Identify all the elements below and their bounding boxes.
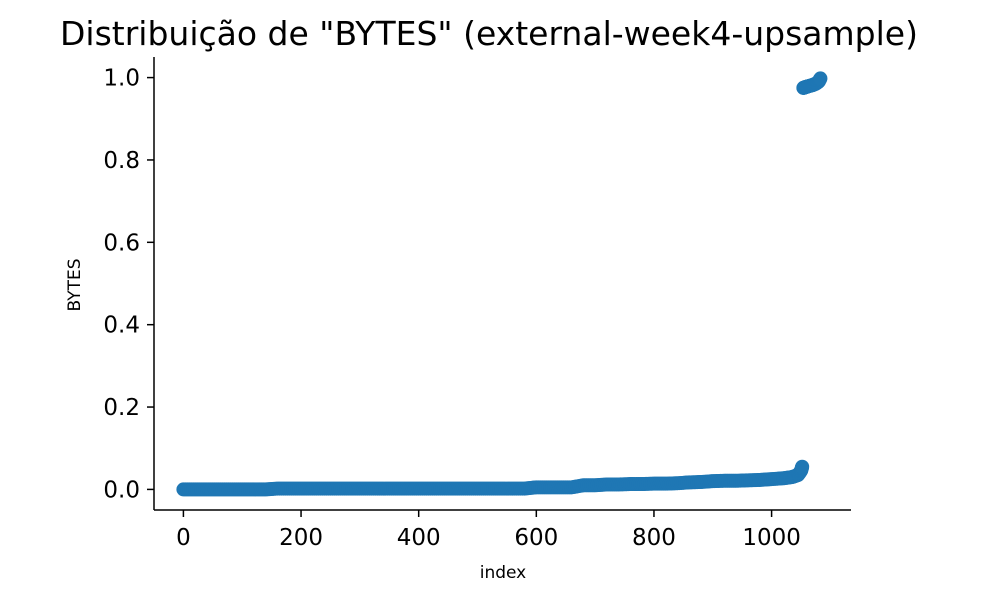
y-axis-ticks: 0.0 0.2 0.4 0.6 0.8 1.0	[103, 66, 154, 503]
x-tick-label: 1000	[742, 525, 801, 551]
x-axis-label: index	[480, 563, 527, 583]
data-point	[813, 71, 828, 86]
y-tick-label: 1.0	[103, 66, 140, 92]
x-tick-label: 0	[176, 525, 191, 551]
y-tick-label: 0.0	[103, 477, 140, 503]
y-tick-label: 0.4	[103, 313, 140, 339]
y-tick-label: 0.2	[103, 395, 140, 421]
x-tick-label: 200	[279, 525, 323, 551]
x-tick-label: 800	[632, 525, 676, 551]
x-tick-label: 400	[397, 525, 441, 551]
data-point	[795, 459, 810, 474]
x-tick-label: 600	[514, 525, 558, 551]
chart-title: Distribuição de "BYTES" (external-week4-…	[60, 14, 918, 53]
y-tick-label: 0.6	[103, 230, 140, 256]
data-points	[176, 71, 828, 497]
x-axis-ticks: 0 200 400 600 800 1000	[176, 510, 801, 551]
y-axis-label: BYTES	[65, 258, 85, 311]
y-tick-label: 0.8	[103, 148, 140, 174]
